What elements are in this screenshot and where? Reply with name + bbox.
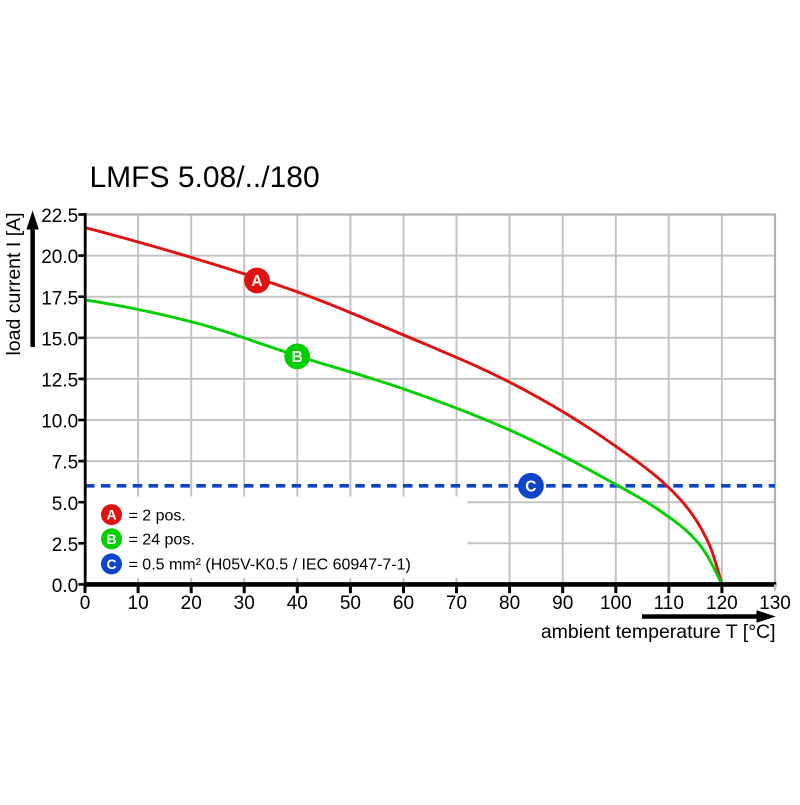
svg-text:30: 30 — [234, 593, 255, 614]
svg-text:15.0: 15.0 — [41, 329, 78, 350]
svg-text:5.0: 5.0 — [52, 494, 78, 515]
svg-text:80: 80 — [499, 593, 520, 614]
svg-text:110: 110 — [654, 593, 684, 614]
svg-text:= 2 pos.: = 2 pos. — [129, 507, 186, 524]
svg-text:20: 20 — [181, 593, 202, 614]
svg-text:7.5: 7.5 — [52, 453, 78, 474]
svg-text:C: C — [106, 556, 116, 572]
svg-text:LMFS 5.08/../180: LMFS 5.08/../180 — [90, 161, 320, 194]
svg-text:70: 70 — [446, 593, 467, 614]
svg-text:B: B — [106, 531, 116, 547]
svg-text:90: 90 — [552, 593, 573, 614]
svg-text:A: A — [251, 273, 262, 290]
svg-text:17.5: 17.5 — [41, 288, 78, 309]
svg-text:= 24 pos.: = 24 pos. — [129, 532, 195, 549]
svg-text:60: 60 — [393, 593, 414, 614]
svg-text:2.5: 2.5 — [52, 535, 78, 556]
svg-text:10.0: 10.0 — [41, 412, 78, 433]
svg-text:C: C — [525, 478, 536, 495]
svg-text:20.0: 20.0 — [41, 247, 78, 268]
svg-text:load current I [A]: load current I [A] — [3, 212, 25, 355]
svg-text:50: 50 — [340, 593, 361, 614]
svg-text:0: 0 — [80, 593, 91, 614]
svg-text:120: 120 — [706, 593, 738, 614]
svg-text:130: 130 — [759, 593, 791, 614]
svg-text:= 0.5 mm² (H05V-K0.5 / IEC 609: = 0.5 mm² (H05V-K0.5 / IEC 60947-7-1) — [129, 557, 411, 574]
svg-text:B: B — [292, 349, 303, 366]
svg-text:40: 40 — [287, 593, 308, 614]
svg-text:12.5: 12.5 — [41, 371, 78, 392]
svg-text:0.0: 0.0 — [52, 576, 78, 597]
svg-text:ambient temperature T [°C]: ambient temperature T [°C] — [541, 621, 776, 643]
svg-text:A: A — [106, 507, 116, 523]
svg-text:10: 10 — [128, 593, 149, 614]
svg-text:22.5: 22.5 — [41, 206, 78, 227]
svg-text:100: 100 — [600, 593, 632, 614]
